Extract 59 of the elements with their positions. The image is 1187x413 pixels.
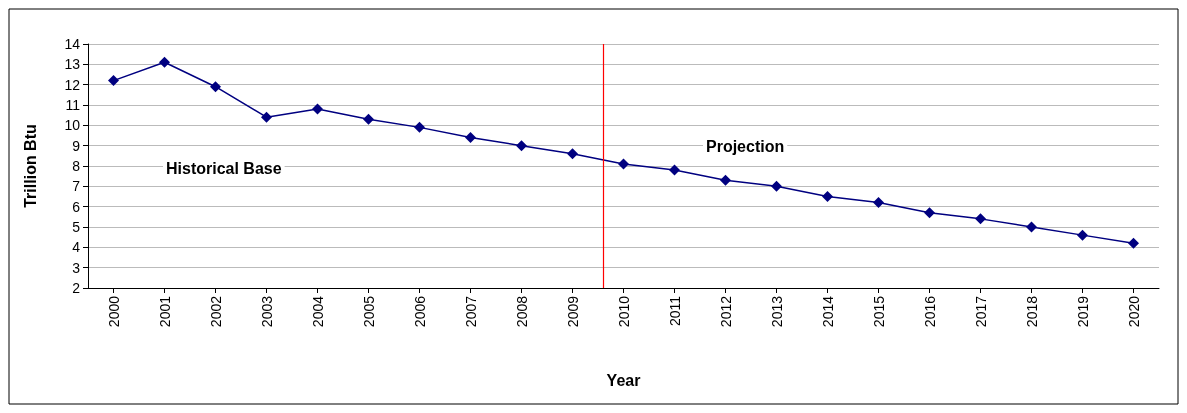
- x-tick-label: 2003: [258, 295, 275, 328]
- point: [465, 132, 476, 144]
- x-tick-label: 2019: [1074, 295, 1091, 328]
- point: [1077, 229, 1088, 241]
- x-tick-label: 2016: [921, 295, 938, 328]
- y-tick-label: 5: [72, 219, 81, 235]
- y-tick-label: 4: [72, 239, 81, 256]
- x-tick-label: 2006: [411, 295, 428, 328]
- y-tick-label: 14: [64, 36, 81, 52]
- point: [1026, 221, 1037, 233]
- x-tick-label: 2001: [156, 295, 173, 328]
- point: [873, 197, 884, 209]
- x-axis-title: Year: [606, 371, 641, 389]
- point: [159, 56, 170, 68]
- point: [414, 121, 425, 133]
- y-tick-label: 13: [64, 56, 81, 73]
- point: [924, 207, 935, 219]
- x-tick-label: 2009: [564, 295, 581, 328]
- point: [261, 111, 272, 123]
- y-tick-label: 7: [72, 178, 81, 195]
- x-tick-label: 2012: [717, 295, 734, 328]
- y-tick-label: 10: [64, 117, 81, 134]
- y-tick-label: 9: [72, 137, 81, 154]
- x-tick-label: 2002: [207, 295, 224, 328]
- x-tick-label: 2010: [615, 295, 632, 328]
- x-tick-label: 2020: [1125, 295, 1142, 328]
- point: [567, 148, 578, 160]
- y-tick-label: 3: [72, 259, 81, 276]
- x-tick-label: 2008: [513, 295, 530, 328]
- point: [669, 164, 680, 176]
- point: [822, 191, 833, 202]
- x-tick-label: 2017: [972, 295, 989, 328]
- annotation: Projection: [706, 137, 785, 155]
- point: [771, 180, 782, 192]
- y-tick-label: 8: [72, 158, 81, 174]
- point: [108, 75, 119, 87]
- point: [516, 140, 527, 152]
- point: [975, 213, 986, 225]
- x-tick-label: 2014: [819, 295, 836, 328]
- y-tick-label: 2: [72, 280, 81, 296]
- x-tick-label: 2004: [309, 295, 326, 328]
- point: [720, 174, 731, 186]
- x-tick-label: 2018: [1023, 295, 1040, 328]
- point: [363, 113, 374, 125]
- x-tick-label: 2011: [666, 295, 683, 327]
- x-tick-label: 2005: [360, 295, 377, 328]
- point: [618, 158, 629, 170]
- y-tick-label: 12: [64, 76, 81, 93]
- point: [210, 81, 221, 93]
- point: [312, 103, 323, 115]
- x-tick-label: 2000: [105, 295, 122, 328]
- y-tick-label: 11: [65, 97, 81, 113]
- y-tick-label: 6: [72, 198, 81, 215]
- x-tick-label: 2007: [462, 295, 479, 328]
- y-axis-title: Trillion Btu: [21, 124, 39, 208]
- x-tick-label: 2013: [768, 295, 785, 328]
- annotation: Historical Base: [166, 159, 282, 177]
- point: [1128, 237, 1139, 249]
- x-tick-label: 2015: [870, 295, 887, 328]
